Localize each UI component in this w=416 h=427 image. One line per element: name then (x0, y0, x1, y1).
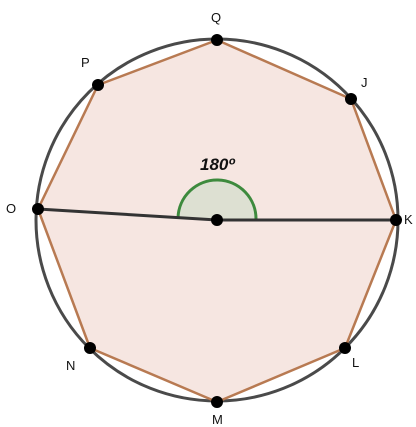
radius-to-o (37, 207, 218, 222)
point-o (32, 203, 44, 215)
label-p: P (81, 55, 90, 70)
angle-sector (178, 179, 257, 220)
label-k: K (404, 212, 413, 227)
label-o: O (6, 201, 16, 216)
point-l (339, 342, 351, 354)
point-j (345, 93, 357, 105)
point-p (92, 79, 104, 91)
point-k (390, 214, 402, 226)
point-q (211, 34, 223, 46)
label-j: J (361, 75, 368, 90)
label-n: N (66, 358, 75, 373)
point-center (211, 214, 223, 226)
label-m: M (212, 412, 223, 427)
point-n (84, 342, 96, 354)
label-q: Q (211, 10, 221, 25)
angle-label: 180º (200, 155, 235, 174)
label-l: L (352, 355, 359, 370)
point-m (211, 396, 223, 408)
angle-arc (176, 178, 258, 221)
